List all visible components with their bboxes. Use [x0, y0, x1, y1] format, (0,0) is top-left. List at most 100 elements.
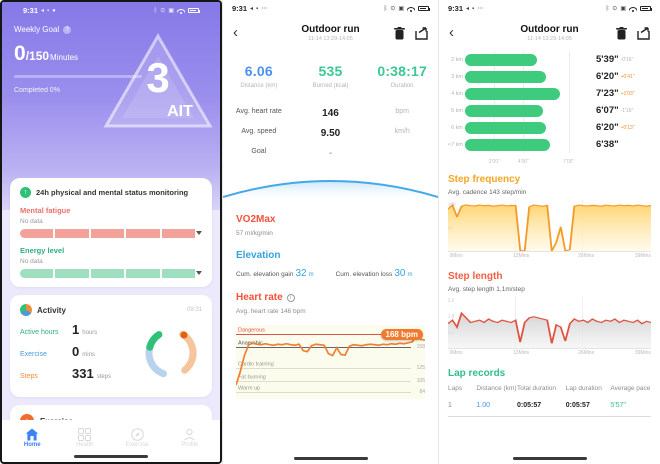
nav-item-exercise[interactable]: Exercise	[117, 428, 157, 448]
pace-bar-row[interactable]: 3 km	[451, 68, 596, 85]
heart-rate-chart[interactable]: Dangerous Anaerobic 158 Cardio training …	[236, 325, 425, 399]
wifi-icon	[177, 8, 185, 14]
monitor-icon: ↑	[20, 187, 31, 198]
user-icon	[184, 428, 196, 441]
mental-fatigue-bar	[20, 229, 202, 238]
vo2max-title: VO2Max	[236, 214, 276, 225]
wifi-icon	[629, 6, 637, 12]
goal-row: Goal -	[251, 148, 333, 159]
pace-bar-row[interactable]: 4 km	[451, 85, 596, 102]
delete-button[interactable]	[394, 26, 405, 40]
clock: 9:31	[23, 6, 39, 15]
heart-rate-title: Heart rate	[236, 292, 283, 303]
share-button[interactable]	[415, 26, 428, 40]
step-length-line	[448, 311, 651, 348]
activity-sync-time: 09:31	[186, 307, 202, 313]
pace-bar-row[interactable]: 6 km	[451, 119, 596, 136]
badge-number: 3	[146, 54, 169, 101]
grid-icon	[78, 428, 92, 441]
activity-card[interactable]: Activity 09:31 Active hours 1 hours Exer…	[10, 295, 212, 397]
nfc-icon: ▣	[168, 8, 174, 14]
bottom-navigation: Home Health Exercise	[2, 420, 220, 462]
monitoring-card[interactable]: ↑ 24h physical and mental status monitor…	[10, 178, 212, 287]
compass-icon	[130, 428, 144, 441]
bar-caret-icon	[196, 231, 202, 235]
back-button[interactable]: ‹	[449, 23, 454, 41]
lap-table-row[interactable]: 1 1.00 0:05:57 0:05:57 5'57"	[448, 402, 651, 418]
max-heart-rate-badge: 168 bpm	[380, 329, 423, 340]
step-frequency-title: Step frequency	[448, 174, 521, 185]
run-summary-stats: 6.06 Distance (km) 535 Burned (kcal) 0:3…	[223, 63, 438, 99]
step-length-chart[interactable]: 2.2 1.5 0.8	[448, 297, 651, 349]
help-icon[interactable]: ?	[63, 25, 72, 34]
nav-item-home[interactable]: Home	[12, 428, 52, 448]
clock: 9:31	[448, 4, 464, 13]
nav-item-profile[interactable]: Profile	[170, 428, 210, 448]
run-datetime: 11-14 13:29-14:05	[308, 36, 353, 42]
pace-value-item: 6'20" +0'41"	[596, 71, 635, 82]
energy-level-value: No data	[20, 258, 43, 265]
pace-bar-row[interactable]: <7 km	[448, 136, 596, 153]
nfc-icon: ▣	[398, 6, 404, 12]
alarm-icon: ⊙	[390, 6, 396, 12]
share-button[interactable]	[637, 26, 650, 40]
clock: 9:31	[232, 4, 248, 13]
step-frequency-subtitle: Avg. cadence 143 step/min	[448, 189, 527, 196]
page-title: Outdoor run	[520, 24, 579, 35]
badge-triangle-graphic: 3 AIT	[103, 33, 213, 128]
bluetooth-icon: ᛒ	[383, 5, 388, 12]
activity-icon	[20, 304, 32, 316]
fitness-home-screen: 9:31 ◂ ▪ ● ᛒ ⊙ ▣ Weekly Goal ? 0	[0, 0, 222, 464]
notification-icon: ▪	[47, 7, 50, 14]
nav-item-health[interactable]: Health	[65, 428, 105, 448]
home-icon	[26, 428, 39, 441]
notification-icon: ▪	[256, 5, 259, 12]
completed-label: Completed 0%	[14, 87, 60, 94]
cadence-line	[448, 203, 651, 251]
run-datetime: 11-14 13:29-14:05	[527, 36, 572, 42]
pace-value-item: 6'07" -1'16"	[596, 105, 634, 116]
elevation-gain: Cum. elevation gain 32 m	[236, 268, 314, 279]
status-bar: 9:31 ◂ ▪ ⋯ ᛒ ⊙ ▣	[439, 0, 660, 17]
lap-records-title: Lap records	[448, 368, 506, 379]
distance-value: 6.06	[244, 63, 273, 79]
pace-bar-row[interactable]: 5 km	[451, 102, 596, 119]
bar-caret-icon	[196, 271, 202, 275]
pace-bar	[465, 53, 538, 66]
home-indicator	[512, 456, 587, 460]
pace-bar	[465, 138, 550, 151]
pace-bar-chart[interactable]: 2'00" 4'00" 7'00" 2 km 3 km 4 km 5 km 6 km <7 km	[445, 51, 596, 165]
home-indicator	[293, 456, 368, 460]
home-indicator	[74, 454, 148, 458]
calories-label: Burned (kcal)	[312, 83, 349, 89]
nfc-icon: ▣	[620, 6, 626, 12]
mute-icon: ◂	[41, 8, 45, 14]
step-length-subtitle: Avg. step length 1,1m/step	[448, 286, 525, 293]
heart-rate-subtitle: Avg. heart rate 146 bpm	[236, 308, 306, 315]
lap-records-table: Laps Distance (km) Total duration Lap du…	[448, 385, 651, 418]
pace-value-list: 5'39" -0'16" 6'20" +0'41" 7'23" +1'03" 6'07" -1…	[596, 51, 652, 163]
activity-title: Activity	[37, 305, 66, 315]
run-detail-screen-scrolled: 9:31 ◂ ▪ ⋯ ᛒ ⊙ ▣ ‹ Outdoor run 11-14 13:…	[438, 0, 660, 464]
pace-bar	[465, 87, 560, 100]
mental-fatigue-label: Mental fatigue	[20, 206, 71, 215]
pace-bar-row[interactable]: 2 km	[451, 51, 596, 68]
step-length-x-axis: 0Mins 13Mins 26Mins 39Mins	[449, 350, 651, 356]
activity-row-active-hours: Active hours 1 hours	[20, 322, 98, 337]
heart-rate-line	[236, 334, 425, 386]
info-icon[interactable]: i	[286, 293, 295, 302]
elevation-loss: Cum. elevation loss 30 m	[335, 268, 413, 279]
map-arc-graphic	[223, 180, 438, 201]
delete-button[interactable]	[616, 26, 627, 40]
calories-value: 535	[318, 63, 343, 79]
badge-word: AIT	[167, 103, 193, 120]
cadence-chart[interactable]: 160 80	[448, 200, 651, 252]
weekly-goal-label: Weekly Goal	[14, 25, 60, 34]
back-button[interactable]: ‹	[233, 23, 238, 41]
mute-icon: ◂	[250, 6, 254, 12]
wifi-icon	[407, 6, 415, 12]
battery-icon	[640, 6, 652, 11]
activity-row-steps: Steps 331 steps	[20, 366, 112, 381]
notification-dot-icon: ●	[52, 7, 56, 14]
